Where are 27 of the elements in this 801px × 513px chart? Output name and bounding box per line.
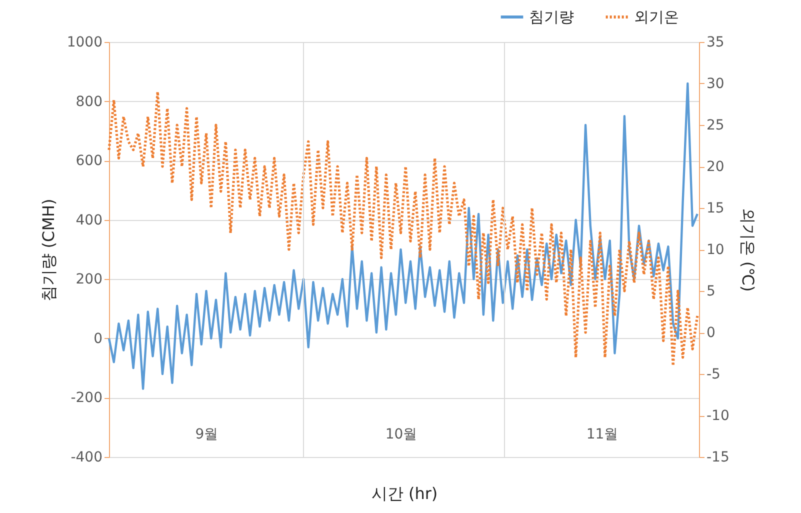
y2-tick-label: -10 [706,408,730,424]
x-tick-label: 11월 [586,426,618,442]
y-tick-label: 0 [94,330,102,347]
y2-tick-label: -5 [706,366,720,382]
y2-tick-label: 25 [706,118,724,134]
x-tick-label: 10월 [385,426,418,442]
y-tick-label: 200 [76,272,102,288]
y2-tick-label: 35 [706,34,724,50]
y2-axis-title: 외기온 (℃) [738,208,758,292]
y-axis-title: 침기량 (CMH) [38,198,58,302]
y-tick-label: 400 [76,212,102,228]
y-tick-label: 800 [76,94,102,110]
y2-tick-label: 0 [706,325,716,341]
y2-tick-label: 10 [706,242,724,258]
y2-tick-label: 20 [706,159,724,175]
y-tick-label: -200 [70,390,102,406]
y-tick-label: 600 [76,153,102,170]
x-tick-label: 9월 [195,426,218,442]
y-tick-label: -400 [70,450,102,466]
y-tick-label: 1000 [66,34,102,50]
y2-tick-label: 30 [706,76,724,92]
y2-tick-label: -15 [706,450,730,466]
legend-label: 침기량 [529,8,574,26]
x-axis-title: 시간 (hr) [371,484,438,503]
y2-tick-label: 5 [706,284,716,300]
legend-label: 외기온 [634,8,679,26]
y2-tick-label: 15 [706,200,724,216]
